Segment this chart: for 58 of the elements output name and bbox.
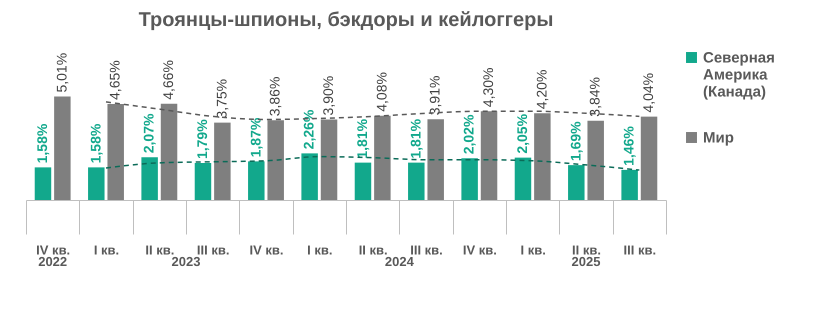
bar bbox=[354, 162, 372, 200]
bar bbox=[248, 161, 265, 200]
bar bbox=[88, 167, 105, 200]
bar bbox=[621, 170, 638, 200]
data-label: 3,84% bbox=[586, 77, 603, 117]
data-label: 1,79% bbox=[194, 118, 210, 160]
data-label: 1,81% bbox=[354, 118, 370, 159]
chart-title: Троянцы-шпионы, бэкдоры и кейлоггеры bbox=[138, 9, 554, 31]
bar bbox=[480, 111, 498, 200]
bar bbox=[461, 158, 478, 200]
bar bbox=[214, 122, 231, 200]
data-label: 4,30% bbox=[480, 68, 496, 108]
x-tick-label: I кв. bbox=[307, 242, 333, 258]
data-label: 3,75% bbox=[213, 78, 230, 119]
legend-label: Северная Америка (Канада) bbox=[703, 50, 775, 100]
bar bbox=[427, 119, 444, 200]
data-label: 1,69% bbox=[567, 120, 584, 162]
data-label: 2,02% bbox=[460, 114, 477, 154]
x-tick-label: IV кв. bbox=[462, 242, 497, 258]
bar bbox=[107, 104, 124, 200]
bar bbox=[160, 104, 178, 200]
data-label: 1,81% bbox=[407, 118, 424, 159]
bar bbox=[194, 163, 212, 200]
bar bbox=[640, 116, 658, 200]
data-label: 1,58% bbox=[87, 123, 104, 164]
data-label: 5,01% bbox=[53, 52, 70, 93]
bar bbox=[301, 153, 318, 200]
bar bbox=[320, 119, 338, 200]
legend-label: Мир bbox=[703, 130, 734, 146]
data-label: 4,66% bbox=[160, 60, 176, 100]
data-label: 2,07% bbox=[140, 113, 157, 154]
data-label: 2,26% bbox=[300, 109, 317, 150]
data-label: 4,08% bbox=[373, 72, 390, 112]
bar bbox=[34, 167, 52, 200]
x-tick-label: I кв. bbox=[520, 242, 546, 258]
data-label: 4,20% bbox=[533, 70, 550, 110]
data-label: 3,86% bbox=[266, 76, 283, 116]
data-label: 1,46% bbox=[620, 126, 637, 166]
data-label: 1,58% bbox=[34, 123, 50, 164]
bar bbox=[534, 113, 551, 200]
bar bbox=[587, 120, 604, 200]
bar bbox=[374, 116, 391, 200]
data-label: 3,91% bbox=[426, 76, 443, 116]
bar bbox=[514, 158, 532, 200]
bar bbox=[408, 162, 425, 200]
data-label: 1,87% bbox=[247, 117, 264, 158]
x-tick-label: I кв. bbox=[94, 242, 120, 258]
bar bbox=[568, 165, 585, 200]
bar bbox=[267, 120, 284, 200]
bar bbox=[54, 96, 71, 200]
data-label: 2,05% bbox=[514, 113, 530, 154]
bar bbox=[141, 157, 158, 200]
data-label: 4,04% bbox=[640, 72, 656, 113]
x-tick-label: II кв. bbox=[145, 242, 174, 258]
x-tick-label: IV кв. bbox=[249, 242, 284, 258]
x-tick-label: III кв. bbox=[624, 242, 656, 258]
data-label: 4,65% bbox=[106, 60, 123, 100]
data-label: 3,90% bbox=[320, 76, 336, 116]
